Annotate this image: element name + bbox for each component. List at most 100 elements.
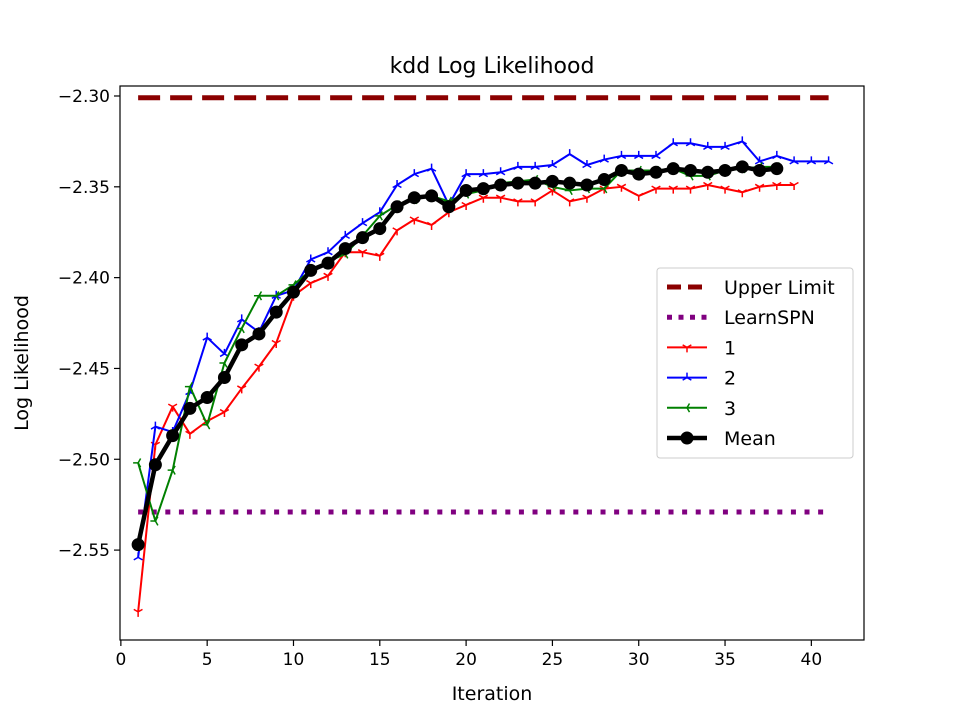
series-run-2-point: [150, 421, 161, 430]
series-run-2-point: [668, 138, 678, 147]
series-mean-point: [770, 162, 784, 176]
series-mean-point: [476, 182, 490, 196]
series-run-2-point: [530, 161, 540, 170]
series-run-2-point: [789, 156, 799, 165]
series-run-1-point: [530, 198, 540, 207]
series-run-1-point: [271, 339, 281, 349]
x-tick-label: 15: [369, 650, 391, 670]
series-run-3-point: [253, 291, 263, 301]
series-mean-point: [200, 391, 214, 405]
series-run-1-point: [564, 198, 575, 207]
series-run-1-point: [323, 272, 333, 281]
series-mean-point: [407, 191, 421, 205]
legend-upper-limit-label: Upper Limit: [724, 277, 835, 299]
legend-run-1-marker: [682, 344, 692, 353]
series-run-1-point: [616, 183, 627, 192]
series-mean-point: [580, 178, 594, 192]
series-mean-point: [252, 327, 266, 341]
series-run-1-point: [685, 185, 696, 194]
series-mean-point: [718, 163, 732, 177]
series-run-1-point: [513, 198, 523, 207]
series-mean-point: [459, 183, 473, 197]
series-run-3-point: [219, 358, 228, 368]
series-mean-point: [183, 401, 197, 415]
series-mean-point: [649, 165, 663, 179]
series-run-1-point: [254, 363, 264, 372]
series-run-2-point: [495, 167, 506, 176]
series-mean-point: [563, 176, 577, 190]
series-run-1-point: [495, 194, 506, 203]
x-axis-label: Iteration: [452, 683, 533, 705]
series-mean-point: [735, 160, 749, 174]
series-mean-point: [666, 162, 680, 176]
series-run-2-point: [616, 150, 627, 160]
series-run-2-point: [478, 169, 489, 178]
series-mean-point: [390, 200, 404, 214]
series-run-3-point: [133, 458, 142, 468]
series-mean-point: [235, 338, 249, 352]
legend-run-3-label: 3: [724, 398, 736, 420]
series-run-2-point: [409, 169, 420, 178]
series-mean-point: [684, 163, 698, 177]
y-axis-label: Log Likelihood: [11, 295, 33, 431]
x-tick-label: 40: [801, 650, 823, 670]
series-run-2-point: [823, 156, 834, 165]
reference-lines: [138, 95, 829, 515]
series-mean-point: [269, 305, 283, 319]
series-run-1-point: [651, 185, 661, 194]
series-run-1-point: [236, 385, 247, 394]
legend: Upper Limit LearnSPN 1 2 3 Mean: [656, 267, 854, 459]
series-run-2-point: [202, 332, 212, 341]
series-run-2-point: [513, 161, 523, 170]
series-mean-point: [166, 429, 180, 443]
legend-mean-marker: [680, 431, 694, 445]
series-run-2-point: [737, 136, 748, 145]
series-run-2-point: [599, 154, 609, 163]
series-mean-point: [356, 231, 370, 245]
series-run-1-point: [478, 194, 489, 203]
series-run-2-point: [651, 150, 661, 160]
series-mean-point: [321, 256, 335, 270]
legend-mean-label: Mean: [724, 428, 776, 450]
series-run-3-point: [167, 465, 176, 475]
x-tick-label: 20: [455, 650, 477, 670]
series-layer: [131, 136, 834, 617]
series-run-3-point: [236, 323, 245, 334]
series-run-2-point: [547, 160, 558, 169]
series-run-2-point: [582, 160, 592, 169]
y-tick-label: −2.50: [58, 450, 110, 470]
y-tick-label: −2.45: [58, 359, 110, 379]
legend-run-1-label: 1: [724, 337, 736, 359]
series-run-1-point: [582, 194, 592, 203]
chart-title: kdd Log Likelihood: [390, 54, 595, 79]
series-mean-point: [304, 263, 318, 277]
y-tick-label: −2.35: [58, 178, 110, 198]
series-mean-point: [528, 176, 542, 190]
series-mean-point: [597, 173, 611, 187]
series-run-1: [133, 181, 799, 617]
series-mean-point: [632, 167, 646, 181]
series-run-1-point: [720, 185, 730, 194]
series-run-1-point: [375, 252, 385, 261]
x-tick-label: 5: [202, 650, 213, 670]
series-mean-point: [373, 222, 387, 236]
series-run-1-point: [426, 221, 437, 230]
series-run-1-point: [789, 181, 799, 190]
series-run-1-point: [357, 249, 368, 258]
series-run-1-point: [392, 227, 402, 236]
series-mean-point: [148, 458, 162, 472]
plot-frame: [119, 85, 865, 641]
series-run-2-point: [703, 141, 713, 150]
series-mean-point: [614, 163, 628, 177]
series-run-2-point: [306, 254, 316, 263]
series-run-1-point: [133, 608, 143, 617]
series-mean-point: [701, 165, 715, 179]
series-run-1-point: [634, 192, 644, 201]
y-tick-label: −2.55: [58, 541, 110, 561]
series-mean-point: [545, 174, 559, 188]
series-run-2-point: [340, 230, 350, 240]
series-run-2-point: [392, 179, 402, 189]
legend-run-2-marker: [682, 372, 692, 381]
series-run-2-point: [564, 149, 575, 158]
series-run-3-point: [184, 381, 194, 392]
